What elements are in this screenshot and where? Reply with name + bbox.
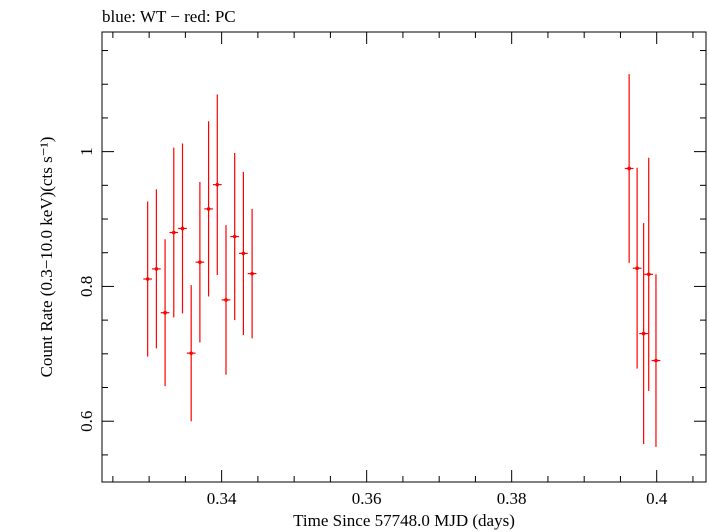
- data-point: [186, 285, 196, 422]
- data-point: [230, 152, 240, 321]
- point-marker: [189, 351, 193, 355]
- plot-frame: [101, 31, 707, 483]
- data-point: [178, 143, 187, 314]
- point-marker: [654, 358, 658, 363]
- x-tick-label: 0.38: [497, 489, 527, 508]
- point-marker: [224, 298, 228, 302]
- point-marker: [215, 182, 220, 187]
- chart-title: blue: WT − red: PC: [102, 7, 236, 26]
- x-axis-label: Time Since 57748.0 MJD (days): [293, 511, 515, 530]
- point-marker: [627, 166, 631, 171]
- point-marker: [206, 207, 211, 211]
- point-marker: [635, 266, 639, 271]
- data-points: [143, 74, 661, 447]
- point-marker: [163, 310, 167, 315]
- point-marker: [241, 251, 246, 256]
- point-marker: [171, 230, 176, 235]
- y-tick-label: 0.8: [77, 276, 96, 297]
- data-point: [247, 208, 257, 339]
- data-point: [152, 189, 161, 349]
- data-point: [169, 147, 179, 318]
- point-marker: [154, 267, 159, 271]
- y-tick-label: 0.6: [77, 411, 96, 432]
- x-tick-label: 0.36: [352, 489, 382, 508]
- x-tick-labels: 0.34 0.36 0.38 0.4: [207, 489, 668, 508]
- data-point: [221, 225, 231, 375]
- data-point: [639, 223, 648, 445]
- point-marker: [198, 260, 202, 264]
- data-point: [204, 121, 213, 297]
- axis-ticks: [102, 32, 706, 482]
- data-point: [212, 94, 222, 275]
- data-point: [644, 157, 654, 391]
- data-point: [624, 74, 634, 263]
- x-tick-label: 0.34: [207, 489, 237, 508]
- data-point: [632, 167, 642, 369]
- point-marker: [641, 331, 646, 336]
- point-marker: [646, 272, 651, 277]
- data-point: [239, 171, 248, 335]
- point-marker: [145, 277, 150, 281]
- point-marker: [180, 226, 185, 231]
- y-tick-labels: 0.6 0.8 1: [77, 147, 96, 431]
- data-point: [160, 239, 170, 387]
- point-marker: [232, 234, 237, 239]
- x-tick-label: 0.4: [646, 489, 668, 508]
- data-point: [195, 181, 205, 343]
- point-marker: [250, 271, 254, 276]
- data-point: [651, 274, 661, 447]
- data-point: [143, 201, 153, 357]
- y-tick-label: 1: [77, 147, 96, 156]
- y-axis-label: Count Rate (0.3−10.0 keV)(cts s⁻¹): [37, 137, 56, 378]
